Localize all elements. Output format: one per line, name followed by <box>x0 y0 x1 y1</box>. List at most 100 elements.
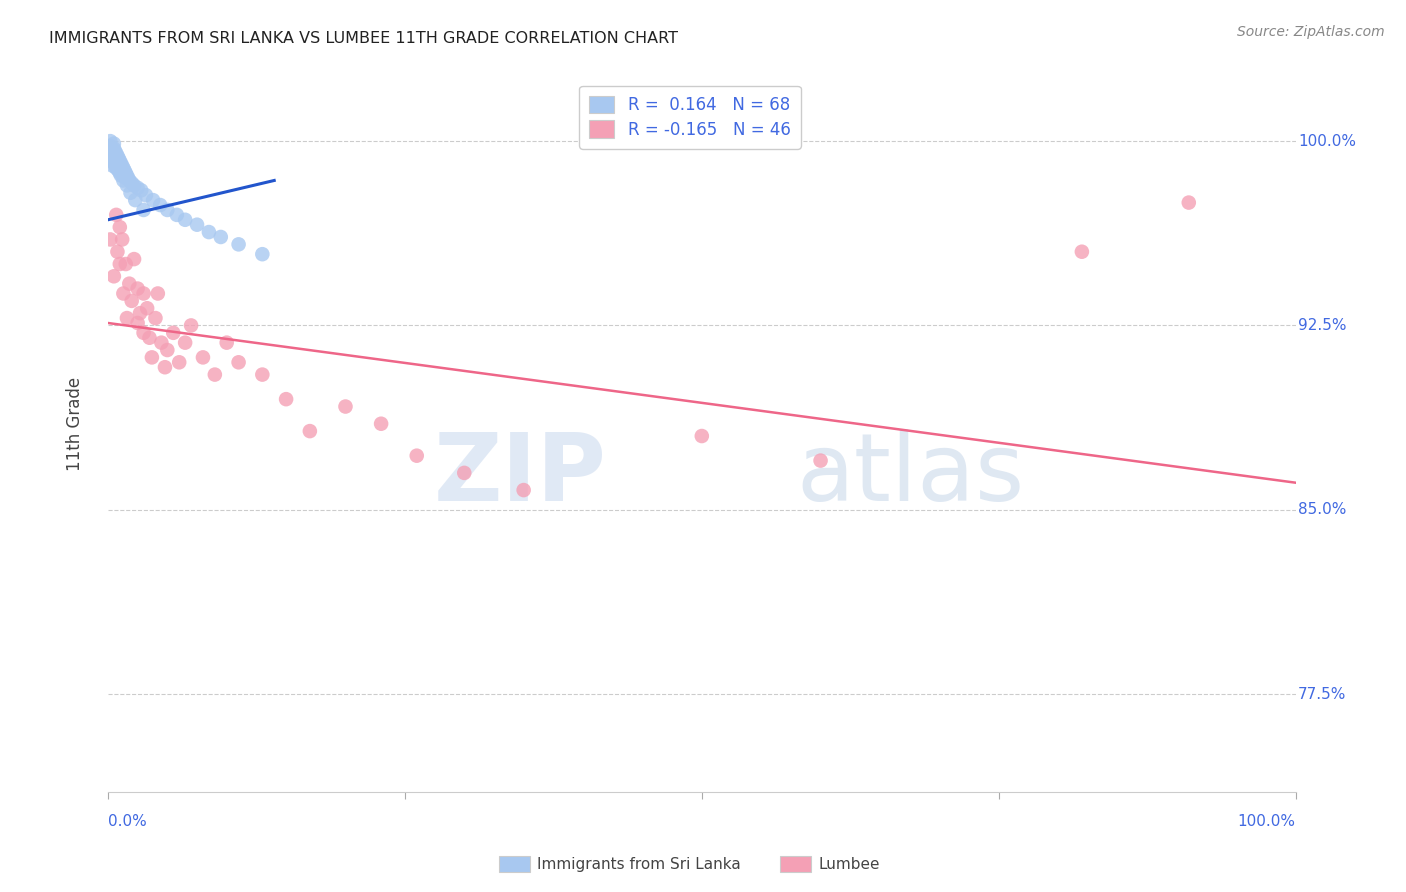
Point <box>114 166 136 180</box>
Text: Source: ZipAtlas.com: Source: ZipAtlas.com <box>1237 25 1385 39</box>
Text: 92.5%: 92.5% <box>1298 318 1347 333</box>
Point <box>135 188 157 202</box>
Point <box>104 149 127 163</box>
Text: Immigrants from Sri Lanka: Immigrants from Sri Lanka <box>537 857 741 871</box>
Point <box>370 417 392 431</box>
Point <box>204 368 226 382</box>
Point <box>98 232 121 246</box>
Point <box>104 156 127 170</box>
Point <box>111 159 134 173</box>
Point <box>191 351 214 365</box>
Point <box>107 161 129 176</box>
Point <box>145 311 167 326</box>
Point <box>252 247 274 261</box>
Point <box>112 286 135 301</box>
Text: 0.0%: 0.0% <box>108 814 146 830</box>
Point <box>111 163 134 178</box>
Point <box>166 208 188 222</box>
Point <box>156 343 179 357</box>
Point <box>112 173 135 187</box>
Point <box>118 173 141 187</box>
Point <box>150 335 173 350</box>
Point <box>690 429 713 443</box>
Point <box>103 142 125 156</box>
Point <box>121 293 143 308</box>
Point <box>115 169 138 183</box>
Point <box>107 153 129 168</box>
Text: 100.0%: 100.0% <box>1298 134 1355 149</box>
Point <box>141 351 163 365</box>
Point <box>108 163 131 178</box>
Text: 77.5%: 77.5% <box>1298 687 1347 701</box>
Point <box>105 152 128 166</box>
Point <box>180 318 202 333</box>
Point <box>132 286 155 301</box>
Point <box>1178 195 1201 210</box>
Point <box>122 178 145 193</box>
Point <box>174 335 197 350</box>
Point <box>103 136 125 151</box>
Point <box>274 392 297 406</box>
Text: 85.0%: 85.0% <box>1298 502 1347 517</box>
Legend: R =  0.164   N = 68, R = -0.165   N = 46: R = 0.164 N = 68, R = -0.165 N = 46 <box>579 86 800 149</box>
Point <box>127 282 149 296</box>
Point <box>117 171 139 186</box>
Point <box>105 208 128 222</box>
Point <box>103 152 125 166</box>
Point <box>512 483 534 497</box>
Point <box>118 277 141 291</box>
Text: 11th Grade: 11th Grade <box>66 376 84 471</box>
Point <box>174 212 197 227</box>
Point <box>114 257 136 271</box>
Point <box>101 153 124 168</box>
Point <box>120 186 142 200</box>
Point <box>122 252 145 266</box>
Point <box>252 368 274 382</box>
Text: ZIP: ZIP <box>434 429 607 521</box>
Point <box>405 449 427 463</box>
Point <box>105 159 128 173</box>
Point <box>107 163 129 178</box>
Point <box>105 156 128 170</box>
Point <box>215 335 238 350</box>
Point <box>129 306 152 320</box>
Point <box>108 257 131 271</box>
Point <box>100 152 122 166</box>
Point <box>810 453 832 467</box>
Text: 100.0%: 100.0% <box>1237 814 1296 830</box>
Point <box>453 466 475 480</box>
Point <box>104 153 127 168</box>
Point <box>121 176 143 190</box>
Point <box>103 156 125 170</box>
Point <box>111 232 134 246</box>
Point <box>100 142 122 156</box>
Point <box>107 149 129 163</box>
Point <box>162 326 184 340</box>
Point <box>112 161 135 176</box>
Point <box>110 156 132 170</box>
Point <box>107 152 129 166</box>
Point <box>110 169 132 183</box>
Point <box>108 159 131 173</box>
Point <box>115 178 138 193</box>
Point <box>112 166 135 180</box>
Point <box>108 153 131 168</box>
Point <box>108 220 131 235</box>
Point <box>335 400 357 414</box>
Point <box>153 360 176 375</box>
Point <box>107 156 129 170</box>
Point <box>107 244 129 259</box>
Point <box>127 181 149 195</box>
Point <box>136 301 159 316</box>
Point <box>209 230 232 244</box>
Point <box>101 149 124 163</box>
Point <box>105 161 128 176</box>
Point <box>98 139 121 153</box>
Point <box>115 311 138 326</box>
Point <box>127 316 149 330</box>
Text: Lumbee: Lumbee <box>818 857 880 871</box>
Point <box>129 183 152 197</box>
Point <box>98 134 121 148</box>
Point <box>114 163 136 178</box>
Point <box>146 286 169 301</box>
